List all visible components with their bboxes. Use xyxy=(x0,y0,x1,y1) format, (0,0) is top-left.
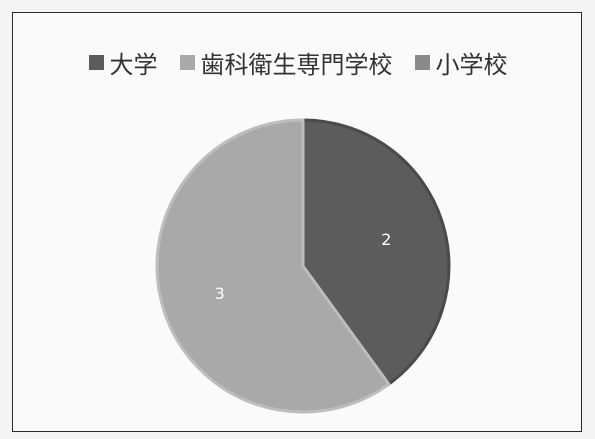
legend-label-daigaku: 大学 xyxy=(109,51,158,79)
legend-swatch-dental-school xyxy=(179,55,195,70)
pie-chart: 2 3 xyxy=(155,118,451,414)
legend-item-shogakko: 小学校 xyxy=(414,45,508,80)
legend-swatch-daigaku xyxy=(88,55,104,70)
legend-item-daigaku: 大学 xyxy=(88,45,158,80)
legend-label-dental-school: 歯科衛生専門学校 xyxy=(200,51,393,79)
chart-legend: 大学 歯科衛生専門学校 小学校 xyxy=(13,45,583,80)
legend-swatch-shogakko xyxy=(414,55,430,70)
data-label-dental-school: 3 xyxy=(215,284,225,303)
legend-item-dental-school: 歯科衛生専門学校 xyxy=(179,45,393,80)
pie-slice-dental-school xyxy=(155,118,391,414)
pie-slice-daigaku xyxy=(301,118,451,387)
chart-frame: 大学 歯科衛生専門学校 小学校 2 3 xyxy=(12,12,582,432)
data-label-daigaku: 2 xyxy=(381,230,391,249)
legend-label-shogakko: 小学校 xyxy=(435,51,508,79)
